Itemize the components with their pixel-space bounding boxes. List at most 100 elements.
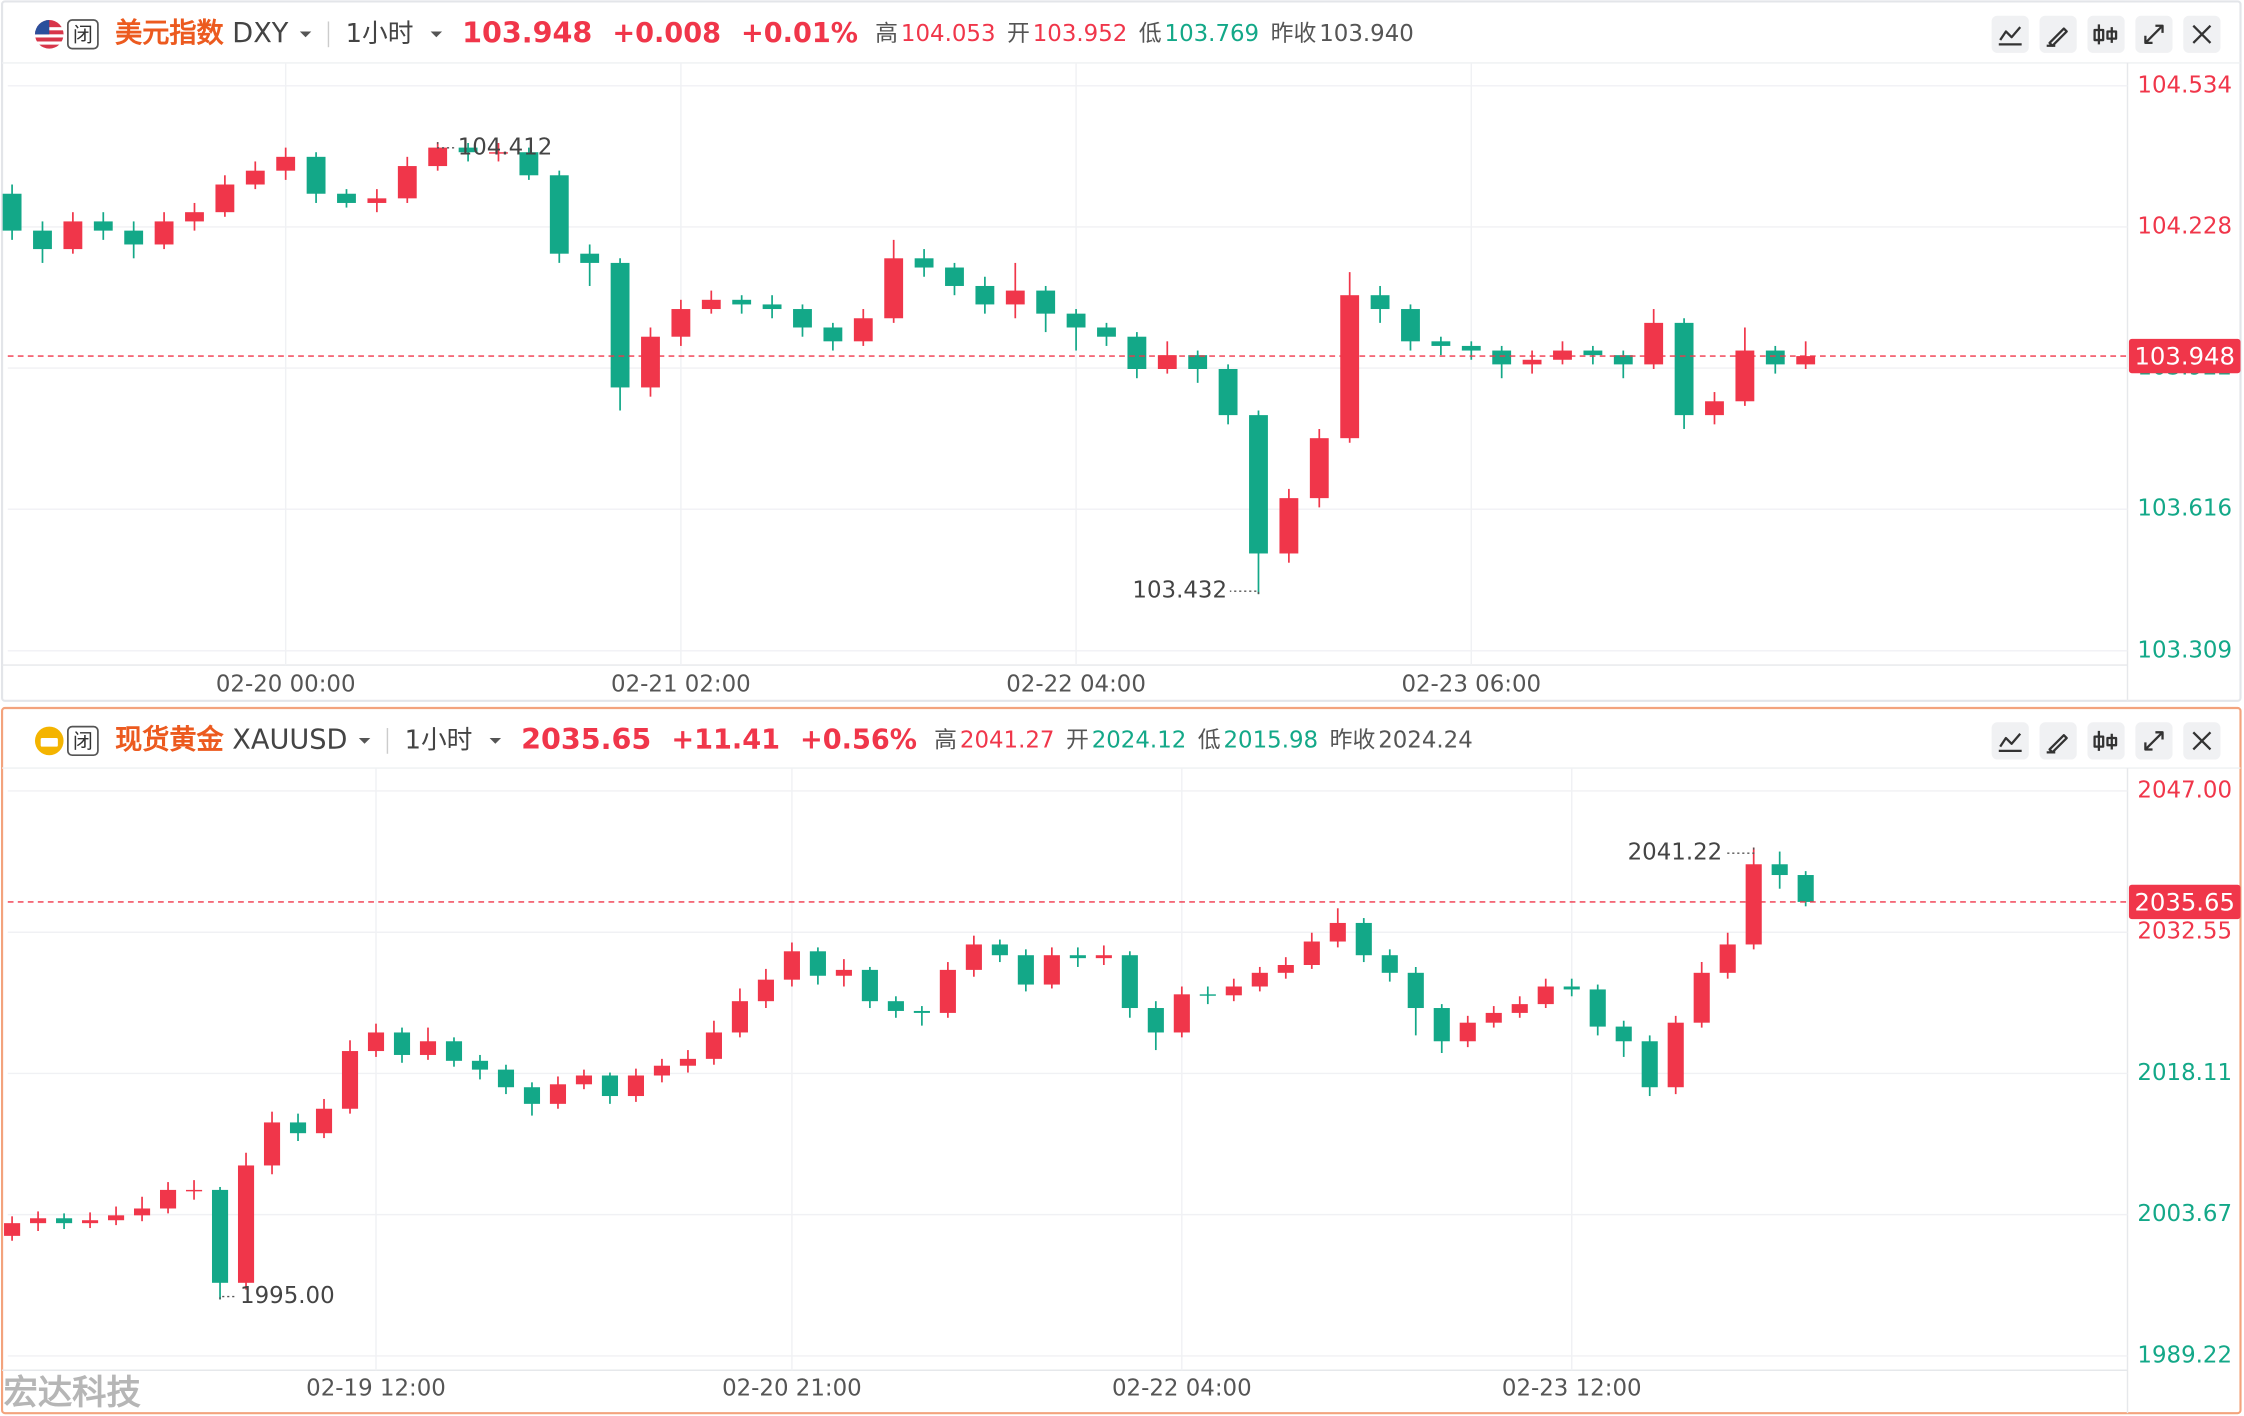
candle-body	[1121, 955, 1138, 1009]
candle-body	[1745, 864, 1762, 945]
candle-body	[1719, 944, 1736, 973]
extreme-label: 1995.00	[240, 1283, 335, 1309]
y-tick-label: 104.228	[2137, 213, 2232, 239]
candle-body	[1127, 336, 1147, 369]
toolbar-icon[interactable]	[1998, 26, 2022, 46]
candle-body	[1355, 922, 1372, 956]
candle-body	[575, 1075, 593, 1085]
extreme-leader	[1725, 847, 1755, 854]
candle-body	[419, 1041, 437, 1055]
x-tick-label: 02-21 02:00	[611, 672, 751, 698]
flag-stripe	[34, 41, 64, 45]
x-tick-label: 02-19 12:00	[306, 1375, 446, 1401]
status-text: 闭	[73, 729, 93, 753]
candle-body	[1218, 368, 1238, 416]
candle-body	[1309, 438, 1329, 499]
candle-body	[159, 1189, 177, 1209]
candle-body	[1459, 1022, 1476, 1042]
candle-body	[1511, 1004, 1528, 1013]
candle-body	[1537, 986, 1554, 1005]
toolbar-icon[interactable]	[1998, 733, 2022, 753]
candle-body	[731, 1001, 748, 1033]
dropdown-arrow[interactable]	[430, 31, 443, 38]
last-price: 103.948	[462, 15, 592, 49]
candle-body	[133, 1208, 151, 1216]
candle-body	[2, 193, 22, 231]
candle-body	[1005, 290, 1025, 305]
candle-body	[1097, 327, 1116, 337]
candle-body	[489, 152, 508, 154]
dropdown-arrow[interactable]	[358, 738, 371, 744]
instrument-symbol: XAUUSD	[232, 724, 347, 755]
price-change: +11.41	[671, 724, 780, 755]
candle-body	[1407, 972, 1424, 1009]
candle-body	[458, 147, 478, 153]
candle-body	[523, 1087, 541, 1104]
candle-body	[315, 1108, 333, 1134]
dropdown-arrow[interactable]	[299, 31, 312, 38]
candle-body	[823, 327, 843, 342]
stat-label: 昨收	[1271, 21, 1317, 47]
stat-value: 2015.98	[1224, 727, 1319, 753]
toolbar-icon[interactable]	[2093, 24, 2118, 45]
candle-body	[1095, 955, 1112, 959]
candle-body	[1765, 350, 1785, 365]
candle-body	[1069, 955, 1086, 959]
candle-body	[732, 299, 752, 305]
candle-body	[82, 1220, 99, 1224]
current-price-box	[2128, 884, 2241, 920]
candle-body	[30, 1218, 47, 1224]
dropdown-arrow[interactable]	[489, 738, 502, 744]
extreme-label: 104.412	[458, 134, 553, 160]
candle-body	[701, 299, 721, 310]
status-text: 闭	[73, 22, 93, 46]
y-tick-label: 2018.11	[2137, 1060, 2232, 1086]
candle-body	[1277, 964, 1294, 973]
stat-label: 昨收	[1330, 727, 1376, 753]
candle-body	[393, 1032, 411, 1055]
x-tick-label: 02-22 04:00	[1112, 1375, 1252, 1401]
toolbar-icon[interactable]	[2144, 731, 2164, 751]
stat-value: 103.952	[1033, 21, 1128, 47]
candle-body	[1043, 955, 1060, 985]
candle-body	[1225, 986, 1242, 996]
candle-body	[497, 1069, 515, 1088]
candle-body	[367, 1032, 385, 1052]
toolbar-icon[interactable]	[2192, 24, 2212, 44]
candle-body	[913, 1010, 930, 1013]
y-tick-label: 2032.55	[2137, 919, 2232, 945]
candle-body	[549, 1084, 567, 1104]
y-tick-label: 1989.22	[2137, 1342, 2232, 1368]
toolbar-icon[interactable]	[2046, 27, 2068, 47]
price-change: +0.008	[612, 18, 721, 49]
x-tick-label: 02-20 21:00	[722, 1375, 862, 1401]
chart-panel: 闭现货黄金 XAUUSD 1小时 2035.65 +11.41 +0.56% 高 2041.2…	[1, 706, 2242, 1415]
toolbar-icon[interactable]	[2093, 730, 2118, 751]
candle-body	[975, 285, 995, 305]
toolbar-button[interactable]	[2087, 722, 2125, 760]
candle-body	[671, 309, 691, 337]
candle-body	[93, 221, 113, 231]
candle-body	[653, 1065, 670, 1076]
extreme-label: 103.432	[1132, 578, 1227, 604]
candle-body	[1641, 1041, 1658, 1088]
candle-body	[108, 1215, 125, 1221]
candle-body	[33, 230, 52, 250]
toolbar-icon[interactable]	[2144, 24, 2164, 45]
toolbar-icon[interactable]	[2046, 734, 2068, 754]
candle-body	[1147, 1008, 1164, 1033]
toolbar-button[interactable]	[2087, 15, 2125, 53]
candle-body	[1613, 355, 1633, 365]
candle-body	[783, 951, 800, 980]
candle-body	[56, 1218, 73, 1224]
candle-body	[884, 258, 904, 319]
toolbar-icon[interactable]	[2192, 731, 2212, 751]
candle-body	[705, 1032, 722, 1059]
flag-canton	[34, 20, 50, 35]
candle-body	[1644, 322, 1664, 365]
candle-body	[1693, 972, 1710, 1023]
flag-stripe	[34, 34, 64, 38]
instrument-symbol: DXY	[232, 18, 289, 49]
candle-body	[1199, 994, 1216, 996]
x-tick-label: 02-23 06:00	[1401, 672, 1541, 698]
